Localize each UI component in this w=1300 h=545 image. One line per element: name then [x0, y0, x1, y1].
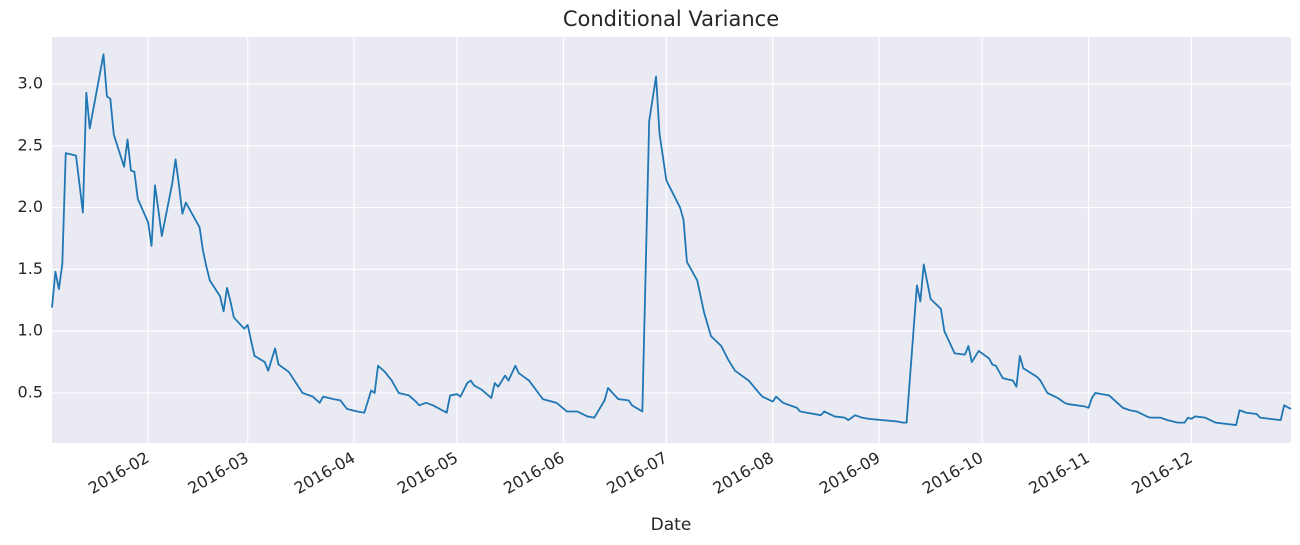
x-tick-label: 2016-06 — [500, 448, 567, 498]
x-tick-label: 2016-10 — [919, 448, 986, 498]
x-tick-label: 2016-04 — [291, 448, 358, 498]
chart-title: Conditional Variance — [563, 7, 779, 31]
x-tick-label: 2016-08 — [710, 448, 777, 498]
plot-area — [52, 37, 1291, 443]
x-tick-label: 2016-09 — [816, 448, 883, 498]
grid — [52, 37, 1291, 443]
x-tick-label: 2016-11 — [1025, 448, 1092, 498]
x-axis-label: Date — [651, 515, 692, 535]
y-tick-label: 1.5 — [18, 259, 43, 278]
y-tick-label: 2.0 — [18, 197, 43, 216]
line-series — [51, 53, 1292, 426]
y-tick-label: 3.0 — [18, 73, 43, 92]
y-tick-label: 1.0 — [18, 321, 43, 340]
x-tick-label: 2016-03 — [184, 448, 251, 498]
marks — [51, 53, 1292, 426]
x-tick-label: 2016-07 — [603, 448, 670, 498]
x-tick-label: 2016-12 — [1128, 448, 1195, 498]
y-tick-label: 0.5 — [18, 382, 43, 401]
x-tick-label: 2016-02 — [85, 448, 152, 498]
y-tick-label: 2.5 — [18, 135, 43, 154]
x-tick-label: 2016-05 — [394, 448, 461, 498]
